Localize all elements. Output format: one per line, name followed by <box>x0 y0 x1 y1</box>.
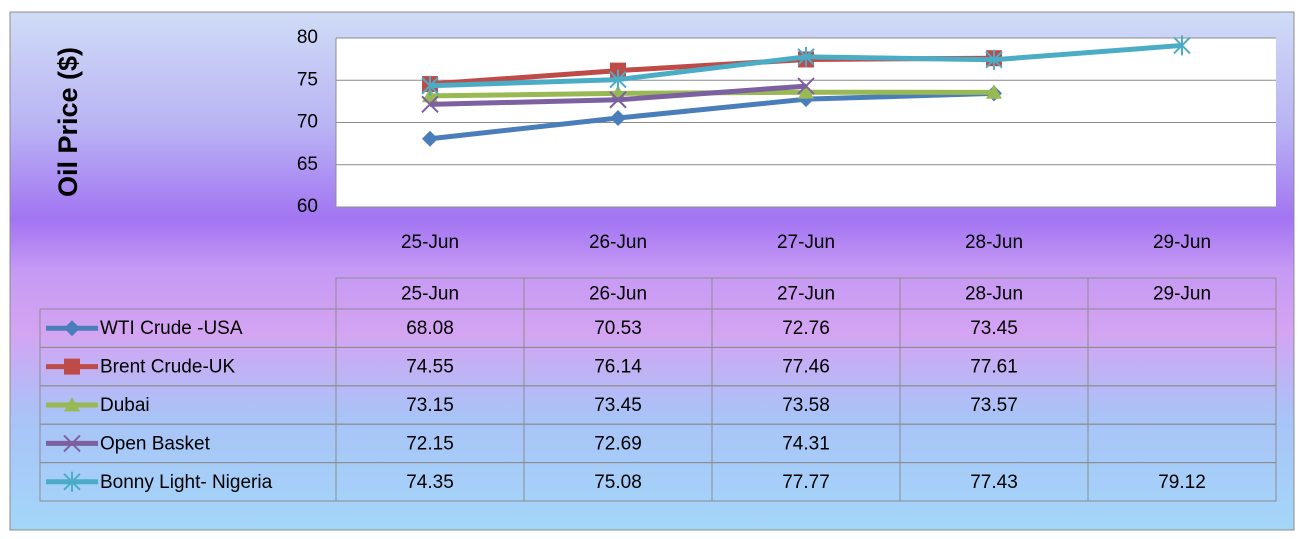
table-cell <box>1087 462 1277 502</box>
table-value: 77.46 <box>782 357 830 378</box>
table-value: 73.45 <box>594 395 642 416</box>
data-point <box>797 46 815 67</box>
legend-label: Bonny Light- Nigeria <box>100 472 273 493</box>
x-tick-label: 28-Jun <box>965 232 1023 253</box>
data-point <box>609 91 627 109</box>
table-value: 73.57 <box>970 395 1018 416</box>
legend-label: WTI Crude -USA <box>100 318 243 339</box>
table-value: 73.58 <box>782 395 830 416</box>
table-value: 73.45 <box>970 318 1018 339</box>
table-value: 77.43 <box>970 472 1018 493</box>
data-point <box>422 130 438 147</box>
x-tick-label: 29-Jun <box>1153 232 1211 253</box>
table-value: 76.14 <box>594 357 642 378</box>
legend-marker <box>63 434 81 453</box>
legend-label: Brent Crude-UK <box>100 357 235 378</box>
y-tick-label: 70 <box>297 112 318 133</box>
data-point <box>609 69 627 90</box>
y-tick-label: 60 <box>297 196 318 217</box>
legend-marker <box>63 471 81 492</box>
table-value: 74.35 <box>406 472 454 493</box>
table-header: 26-Jun <box>589 284 647 305</box>
table-header: 28-Jun <box>965 284 1023 305</box>
x-tick-label: 25-Jun <box>401 232 459 253</box>
y-axis-label: Oil Price ($) <box>53 47 83 197</box>
data-point <box>797 77 815 95</box>
table-value: 70.53 <box>594 318 642 339</box>
table-value: 77.77 <box>782 472 830 493</box>
y-tick-label: 65 <box>297 154 318 175</box>
table-value: 73.15 <box>406 395 454 416</box>
table-value: 79.12 <box>1158 472 1206 493</box>
table-value: 72.76 <box>782 318 830 339</box>
data-point <box>421 75 439 96</box>
legend-marker <box>64 397 80 412</box>
x-tick-label: 26-Jun <box>589 232 647 253</box>
data-point <box>421 95 439 114</box>
table-value: 72.69 <box>594 433 642 454</box>
table-value: 74.31 <box>782 433 830 454</box>
legend-label: Open Basket <box>100 433 211 454</box>
table-value: 75.08 <box>594 472 642 493</box>
table-value: 74.55 <box>406 357 454 378</box>
data-point <box>986 84 1002 99</box>
table-header: 29-Jun <box>1153 284 1211 305</box>
y-tick-label: 75 <box>297 69 318 90</box>
series-line <box>429 90 995 142</box>
data-point <box>798 84 814 99</box>
x-tick-label: 27-Jun <box>777 232 835 253</box>
table-header: 25-Jun <box>401 284 459 305</box>
y-tick-label: 80 <box>297 27 318 48</box>
legend-label: Dubai <box>100 395 150 416</box>
legend-marker <box>64 320 80 337</box>
table-header: 27-Jun <box>777 284 835 305</box>
table-value: 68.08 <box>406 318 454 339</box>
data-point <box>610 110 626 127</box>
legend-marker <box>64 358 80 375</box>
table-value: 77.61 <box>970 357 1018 378</box>
table-value: 72.15 <box>406 433 454 454</box>
data-point <box>1173 35 1191 56</box>
data-point <box>985 49 1003 70</box>
